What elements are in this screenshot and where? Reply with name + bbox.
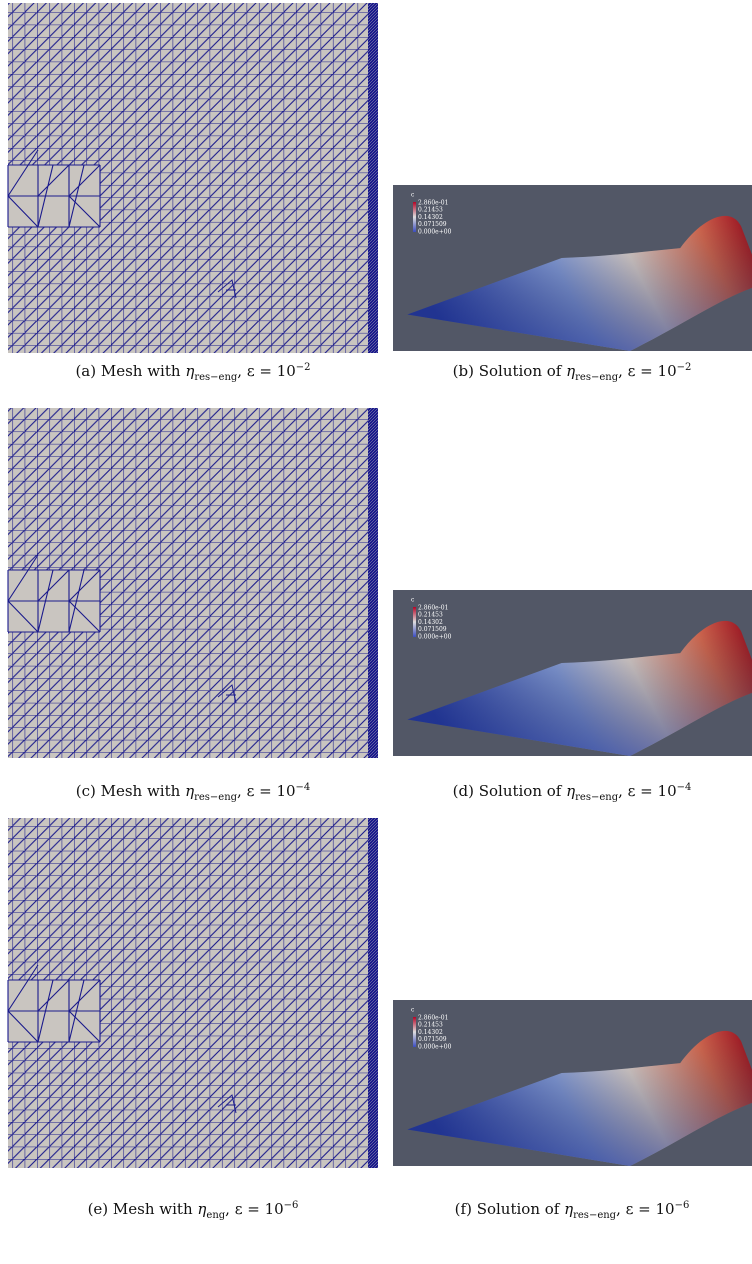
mesh-image bbox=[8, 3, 378, 353]
colorbar-label: 0.21453 bbox=[418, 207, 443, 214]
colorbar-label: 0.14302 bbox=[418, 214, 443, 221]
colorbar-label: 0.000e+00 bbox=[418, 228, 452, 235]
caption: (b) Solution of ηres−eng, ε = 10−2 bbox=[453, 362, 692, 383]
mesh-image bbox=[8, 408, 378, 758]
caption-subscript: res−eng bbox=[194, 372, 237, 383]
caption-subscript: res−eng bbox=[575, 372, 618, 383]
caption-exponent: −4 bbox=[296, 782, 311, 793]
caption-epsilon: , ε = 10 bbox=[225, 1200, 284, 1218]
caption-text: (b) Solution of bbox=[453, 362, 562, 380]
caption-epsilon: , ε = 10 bbox=[237, 362, 296, 380]
caption-epsilon: , ε = 10 bbox=[618, 362, 677, 380]
colorbar-label: 0.14302 bbox=[418, 619, 443, 626]
colorbar-label: 0.000e+00 bbox=[418, 1043, 452, 1050]
solution-image: c2.860e-010.214530.143020.0715090.000e+0… bbox=[393, 1000, 752, 1166]
colorbar bbox=[413, 1017, 416, 1047]
caption-exponent: −2 bbox=[296, 362, 311, 373]
colorbar-label: 0.071509 bbox=[418, 221, 447, 228]
colorbar-label: 0.071509 bbox=[418, 626, 447, 633]
caption-subscript: res−eng bbox=[573, 1210, 616, 1221]
figure-art: c2.860e-010.214530.143020.0715090.000e+0… bbox=[0, 0, 752, 1264]
caption-epsilon: , ε = 10 bbox=[618, 782, 677, 800]
caption-subscript: eng bbox=[206, 1210, 225, 1221]
caption-symbol: η bbox=[197, 1200, 206, 1218]
mesh-refined-edge bbox=[368, 818, 378, 1168]
solution-image: c2.860e-010.214530.143020.0715090.000e+0… bbox=[393, 185, 752, 351]
caption-exponent: −6 bbox=[675, 1200, 690, 1211]
caption-epsilon: , ε = 10 bbox=[237, 782, 296, 800]
caption-symbol: η bbox=[185, 782, 194, 800]
caption-exponent: −6 bbox=[284, 1200, 299, 1211]
caption-epsilon: , ε = 10 bbox=[616, 1200, 675, 1218]
caption-symbol: η bbox=[566, 362, 575, 380]
caption-text: (e) Mesh with bbox=[88, 1200, 193, 1218]
mesh-refined-edge bbox=[368, 408, 378, 758]
colorbar-label: 2.860e-01 bbox=[418, 200, 448, 207]
colorbar-label: 0.000e+00 bbox=[418, 633, 452, 640]
solution-image: c2.860e-010.214530.143020.0715090.000e+0… bbox=[393, 590, 752, 756]
colorbar-label: 0.21453 bbox=[418, 1022, 443, 1029]
caption: (f) Solution of ηres−eng, ε = 10−6 bbox=[455, 1200, 690, 1221]
caption-text: (d) Solution of bbox=[453, 782, 562, 800]
caption: (c) Mesh with ηres−eng, ε = 10−4 bbox=[76, 782, 311, 803]
caption-text: (c) Mesh with bbox=[76, 782, 181, 800]
caption-exponent: −2 bbox=[677, 362, 692, 373]
mesh-refined-edge bbox=[368, 3, 378, 353]
colorbar bbox=[413, 607, 416, 637]
caption: (e) Mesh with ηeng, ε = 10−6 bbox=[88, 1200, 299, 1221]
caption-subscript: res−eng bbox=[575, 792, 618, 803]
colorbar-label: 2.860e-01 bbox=[418, 605, 448, 612]
mesh-image bbox=[8, 818, 378, 1168]
caption-subscript: res−eng bbox=[194, 792, 237, 803]
colorbar bbox=[413, 202, 416, 232]
caption: (d) Solution of ηres−eng, ε = 10−4 bbox=[453, 782, 692, 803]
caption: (a) Mesh with ηres−eng, ε = 10−2 bbox=[75, 362, 310, 383]
caption-symbol: η bbox=[566, 782, 575, 800]
caption-text: (f) Solution of bbox=[455, 1200, 560, 1218]
colorbar-label: 0.14302 bbox=[418, 1029, 443, 1036]
caption-exponent: −4 bbox=[677, 782, 692, 793]
colorbar-label: 0.071509 bbox=[418, 1036, 447, 1043]
caption-text: (a) Mesh with bbox=[75, 362, 180, 380]
colorbar-label: 2.860e-01 bbox=[418, 1015, 448, 1022]
colorbar-label: 0.21453 bbox=[418, 612, 443, 619]
caption-symbol: η bbox=[185, 362, 194, 380]
figure: c2.860e-010.214530.143020.0715090.000e+0… bbox=[0, 0, 752, 1264]
